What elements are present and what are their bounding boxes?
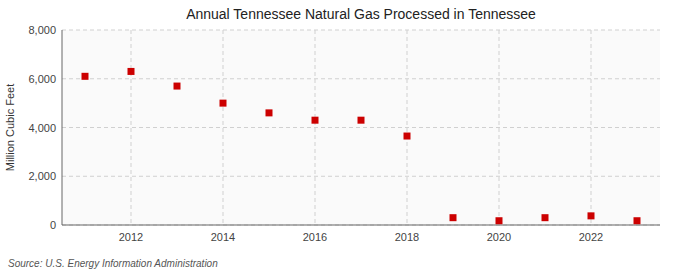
point <box>450 214 457 221</box>
x-grid-line <box>131 30 132 225</box>
y-grid-line <box>62 225 660 226</box>
y-axis-label: Million Cubic Feet <box>4 84 16 171</box>
x-tick-label: 2014 <box>211 231 235 243</box>
point <box>220 100 227 107</box>
point <box>588 212 595 219</box>
x-tick-label: 2022 <box>579 231 603 243</box>
y-tick-label: 8,000 <box>28 24 56 36</box>
source-note: Source: U.S. Energy Information Administ… <box>8 258 218 269</box>
y-tick-label: 6,000 <box>28 73 56 85</box>
point <box>542 214 549 221</box>
chart-container: 0 2,000 4,000 6,000 8,000 2012 2014 2016 2018 202… <box>0 0 675 275</box>
axes: 0 2,000 4,000 6,000 8,000 2012 2014 2016 2018 202… <box>28 24 660 243</box>
x-tick-label: 2020 <box>487 231 511 243</box>
point <box>312 117 319 124</box>
x-grid-line <box>315 30 316 225</box>
point <box>358 117 365 124</box>
point <box>404 133 411 140</box>
chart: 0 2,000 4,000 6,000 8,000 2012 2014 2016 2018 202… <box>0 0 675 275</box>
point <box>128 68 135 75</box>
plot-area <box>62 30 660 225</box>
point <box>82 73 89 80</box>
point <box>174 83 181 90</box>
y-tick-label: 0 <box>50 219 56 231</box>
y-tick-label: 2,000 <box>28 170 56 182</box>
x-grid-line <box>591 30 592 225</box>
grid <box>62 30 660 225</box>
title: Annual Tennessee Natural Gas Processed i… <box>186 6 536 22</box>
point <box>634 217 641 224</box>
x-grid-line <box>499 30 500 225</box>
y-grid-line <box>62 176 660 177</box>
point <box>266 109 273 116</box>
x-axis-line <box>62 225 660 226</box>
x-grid-line <box>407 30 408 225</box>
y-grid-line <box>62 78 660 79</box>
x-grid-line <box>223 30 224 225</box>
y-tick-label: 4,000 <box>28 122 56 134</box>
y-grid-line <box>62 30 660 31</box>
y-grid-line <box>62 127 660 128</box>
y-axis-line <box>62 30 63 225</box>
point <box>496 217 503 224</box>
x-tick-label: 2018 <box>395 231 419 243</box>
x-tick-label: 2016 <box>303 231 327 243</box>
points <box>82 68 641 224</box>
x-tick-label: 2012 <box>119 231 143 243</box>
